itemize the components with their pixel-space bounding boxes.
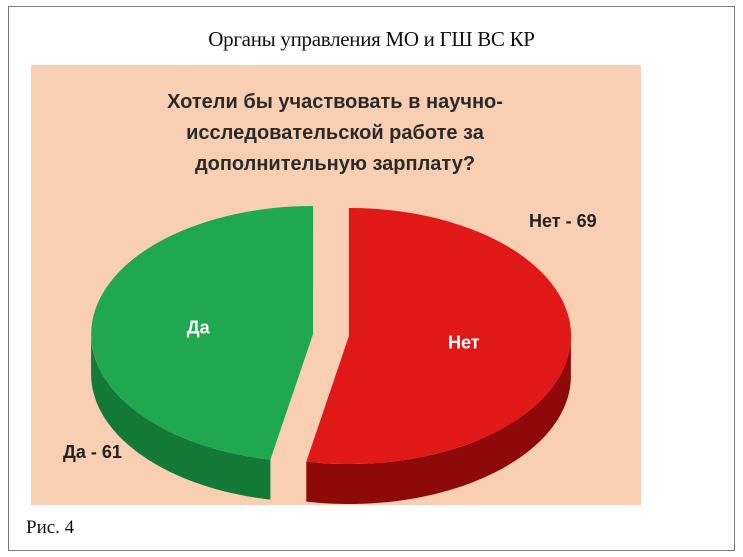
pie-slice-side-0 [91,334,271,500]
pie-callout-0: Да - 61 [63,442,122,462]
chart-title-line-2: исследовательской работе за [186,122,484,144]
chart-title-line-1: Хотели бы участвовать в научно- [167,91,503,113]
pie-slice-label-0: Да [187,318,211,338]
pie-slice-top-1 [306,207,572,464]
pie-slice-side-1 [306,336,571,504]
pie-slice-1: Нет [306,207,572,504]
figure-frame: Органы управления МО и ГШ ВС КР Хотели б… [8,6,735,551]
header-title: Органы управления МО и ГШ ВС КР [208,27,535,51]
chart-title-line-3: дополнительную зарплату? [194,153,476,175]
chart-title: Хотели бы участвовать в научно- исследов… [31,87,639,180]
pie-chart: Да Нет Да - 61 Нет - 69 [63,206,597,504]
pie-callout-1: Нет - 69 [529,211,597,231]
pie-slice-0: Да [91,206,314,500]
figure-caption: Рис. 4 [26,517,75,538]
chart-panel: Хотели бы участвовать в научно- исследов… [31,65,641,505]
pie-slice-label-1: Нет [448,332,480,352]
pie-slice-top-0 [91,206,314,460]
